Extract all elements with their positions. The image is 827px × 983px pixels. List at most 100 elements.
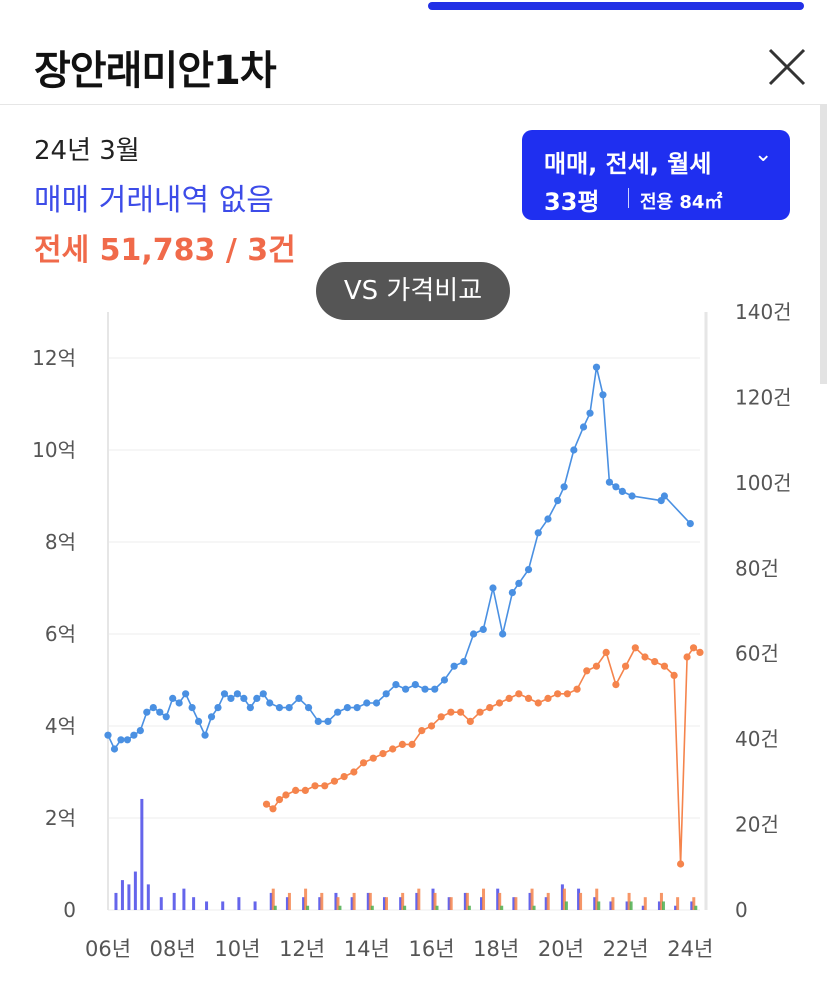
sale-point xyxy=(372,699,381,707)
summary-panel: 24년 3월 매매 거래내역 없음 전세 51,783 / 3건 xyxy=(34,130,296,269)
jeonse_volume-bar xyxy=(320,892,324,910)
jeonse-point xyxy=(282,791,290,799)
sale_volume-bar xyxy=(159,897,163,910)
sale-point xyxy=(110,745,119,753)
sale-point xyxy=(227,694,235,702)
sale_volume-bar xyxy=(221,901,225,910)
sale-point xyxy=(440,676,449,684)
y-left-tick-label: 0 xyxy=(63,898,76,922)
monthly_volume-bar xyxy=(273,905,277,910)
active-tab-indicator xyxy=(428,2,804,10)
sale-point xyxy=(421,685,429,693)
jeonse_volume-bar xyxy=(465,892,469,910)
jeonse-point xyxy=(321,782,329,790)
sale_volume-bar xyxy=(512,897,516,910)
sale_volume-bar xyxy=(544,897,548,910)
sale_volume-bar xyxy=(253,901,257,910)
sale-point xyxy=(201,731,209,739)
sale-point xyxy=(524,566,533,574)
sale-point xyxy=(508,589,516,597)
close-button[interactable] xyxy=(764,44,810,90)
sale-point xyxy=(382,690,390,698)
sale-point xyxy=(304,704,313,712)
sale-point xyxy=(579,423,588,431)
jeonse_volume-bar xyxy=(611,897,615,910)
jeonse-point xyxy=(369,754,377,762)
price-compare-button[interactable]: VS 가격비교 xyxy=(316,262,510,320)
x-tick-label: 16년 xyxy=(408,937,454,961)
jeonse_volume-bar xyxy=(287,892,291,910)
jeonse-point xyxy=(262,800,271,808)
sale-point xyxy=(599,391,607,399)
sale_volume-bar xyxy=(318,897,322,910)
sale_volume-bar xyxy=(577,888,581,910)
y-axis-right: 0 20건 40건 60건 80건 100건 120건 140건 xyxy=(735,300,792,922)
jeonse_volume-bar xyxy=(384,897,388,910)
jeonse-point xyxy=(563,690,571,698)
monthly_volume-bar xyxy=(306,905,310,910)
sale-point xyxy=(207,713,216,721)
y-right-tick-label: 20건 xyxy=(735,813,779,837)
sale-point xyxy=(411,681,419,689)
sale-point xyxy=(628,492,636,500)
monthly_volume-bar xyxy=(467,905,471,910)
sale_volume-bar xyxy=(120,880,124,910)
sale-point xyxy=(343,704,351,712)
jeonse_volume-bar xyxy=(546,892,550,910)
jeonse_volume-bar xyxy=(498,892,502,910)
jeonse_volume-bar xyxy=(530,888,534,910)
sale-point xyxy=(240,694,248,702)
deal-type-filter-button[interactable]: 매매, 전세, 월세 ⌄ 33평 전용 84㎡ xyxy=(522,130,790,220)
jeonse-point xyxy=(515,690,523,698)
sale-point xyxy=(450,662,458,670)
sale-point xyxy=(686,520,694,528)
jeonse-point xyxy=(486,704,494,712)
sale_volume-bar xyxy=(237,897,241,910)
jeonse-point xyxy=(676,860,685,868)
sale-point xyxy=(130,731,138,739)
jeonse-point xyxy=(631,644,639,652)
jeonse_volume-bar xyxy=(401,892,405,910)
sale-point xyxy=(334,708,342,716)
jeonse_volume-bar xyxy=(336,897,340,910)
sale-line xyxy=(107,367,691,751)
sale-point xyxy=(469,630,478,638)
sale-point xyxy=(554,497,562,505)
jeonse-point xyxy=(427,722,436,730)
sale_volume-bar xyxy=(528,892,532,910)
sale-point xyxy=(259,690,267,698)
jeonse-point xyxy=(660,662,669,670)
sale-point xyxy=(544,515,552,523)
jeonse-point xyxy=(651,658,659,666)
monthly_volume-bar xyxy=(435,905,439,910)
scrollbar[interactable] xyxy=(820,104,827,384)
jeonse-point xyxy=(447,708,455,716)
jeonse_volume-bar xyxy=(562,888,566,910)
x-tick-label: 24년 xyxy=(667,937,713,961)
sale-point xyxy=(586,409,594,417)
jeonse-point xyxy=(275,796,284,804)
sale-point xyxy=(253,694,261,702)
sale-point xyxy=(353,704,361,712)
jeonse_volume-bar xyxy=(433,892,437,910)
x-tick-label: 22년 xyxy=(603,937,649,961)
sale-point xyxy=(515,579,523,587)
sale_volume-bar xyxy=(593,897,597,910)
sale_volume-bar xyxy=(690,901,694,910)
jeonse-point xyxy=(554,690,562,698)
jeonse-point xyxy=(418,727,426,735)
sale_volume-bar xyxy=(127,884,131,910)
sale_volume-bar xyxy=(641,905,645,910)
sale_volume-bar xyxy=(496,888,500,910)
sale-summary: 매매 거래내역 없음 xyxy=(34,183,274,218)
monthly_volume-bar xyxy=(661,901,665,910)
jeonse_volume-bar xyxy=(643,897,647,910)
y-axis-left: 0 2억 4억 6억 8억 10억 12억 xyxy=(32,346,76,922)
sale_volume-bar xyxy=(463,892,467,910)
jeonse-point xyxy=(505,694,513,702)
jeonse-point xyxy=(696,648,704,656)
sale-point xyxy=(489,584,497,592)
y-right-tick-label: 120건 xyxy=(735,385,792,409)
sale-point xyxy=(220,690,229,698)
jeonse-point xyxy=(437,713,445,721)
